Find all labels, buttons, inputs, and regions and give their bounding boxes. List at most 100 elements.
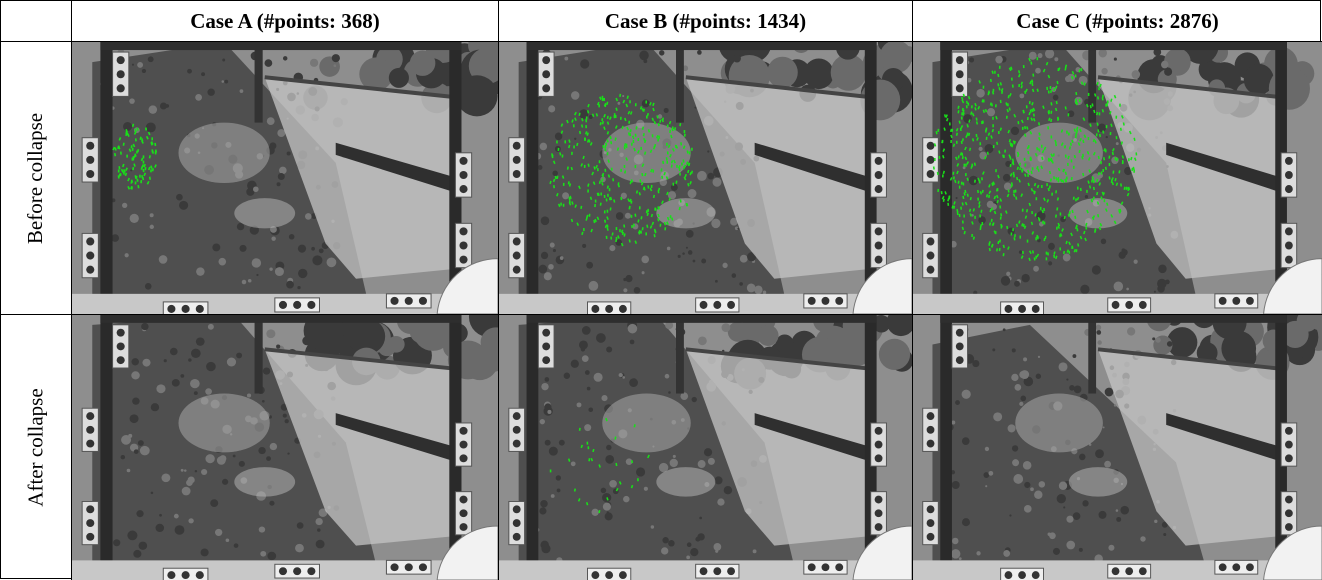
tracked-point: [1048, 188, 1049, 191]
tracked-point: [579, 498, 580, 501]
soil-texture: [1024, 482, 1030, 488]
tracked-point: [651, 150, 652, 153]
soil-texture: [580, 59, 589, 68]
tracked-point: [989, 195, 990, 198]
soil-texture: [1022, 274, 1030, 283]
soil-texture: [698, 460, 706, 468]
soil-texture: [562, 192, 569, 199]
soil-texture: [237, 223, 244, 230]
tracked-point: [1071, 143, 1072, 146]
tracked-point: [990, 222, 991, 225]
tracked-point: [1029, 112, 1030, 115]
tracked-point: [559, 204, 560, 207]
tracked-point: [570, 196, 571, 199]
tracked-point: [658, 218, 659, 221]
tracked-point: [587, 215, 588, 218]
tracked-point: [607, 102, 608, 105]
soil-texture: [172, 379, 180, 387]
soil-texture: [618, 102, 621, 105]
tracked-point: [999, 87, 1000, 90]
bolt: [875, 227, 883, 235]
tracked-point: [561, 131, 562, 134]
tracked-point: [1086, 223, 1087, 226]
tracked-point: [945, 114, 946, 117]
soil-texture: [643, 59, 647, 63]
tracked-point: [140, 137, 141, 140]
tracked-point: [687, 150, 688, 153]
tracked-point: [642, 227, 643, 230]
bolt: [459, 496, 467, 504]
tracked-point: [962, 227, 963, 230]
light-patch: [234, 467, 295, 496]
bolt: [1139, 301, 1147, 309]
bolt: [542, 342, 550, 350]
tracked-point: [957, 133, 958, 136]
tracked-point: [668, 217, 669, 220]
tracked-point: [1001, 225, 1002, 228]
soil-texture: [285, 419, 289, 423]
bolt: [727, 567, 735, 575]
soil-texture: [215, 529, 222, 536]
soil-texture: [548, 264, 554, 270]
tracked-point: [134, 164, 135, 167]
soil-texture: [1120, 506, 1129, 515]
tracked-point: [1009, 139, 1010, 142]
soil-texture: [142, 69, 146, 73]
bolt: [513, 170, 521, 178]
tracked-point: [969, 133, 970, 136]
tracked-point: [1098, 96, 1099, 99]
tracked-point: [634, 424, 635, 427]
tracked-point: [1050, 158, 1051, 161]
tracked-point: [973, 237, 974, 240]
soil-texture: [559, 440, 565, 446]
tracked-point: [1074, 155, 1075, 158]
tracked-point: [554, 185, 555, 188]
tracked-point: [957, 171, 958, 174]
tracked-point: [973, 208, 974, 211]
soil-texture: [1012, 459, 1019, 466]
tracked-point: [1006, 102, 1007, 105]
foliage: [389, 68, 409, 88]
soil-texture: [715, 280, 718, 283]
tracked-point: [1103, 131, 1104, 134]
tracked-point: [970, 213, 971, 216]
tracked-point: [1003, 245, 1004, 248]
tracked-point: [1065, 145, 1066, 148]
tracked-point: [649, 129, 650, 132]
soil-texture: [694, 107, 696, 109]
tracked-point: [1094, 187, 1095, 190]
tracked-point: [1089, 157, 1090, 160]
soil-texture: [545, 377, 550, 382]
tracked-point: [643, 133, 644, 136]
bolt: [117, 56, 125, 64]
tracked-point: [958, 110, 959, 113]
row-header: After collapse: [1, 315, 72, 580]
soil-texture: [262, 400, 265, 403]
tracked-point: [143, 177, 144, 180]
tracked-point: [569, 197, 570, 200]
soil-texture: [188, 518, 193, 523]
bolt: [605, 571, 613, 579]
soil-texture: [132, 398, 139, 405]
tracked-point: [1050, 179, 1051, 182]
photo: [72, 42, 498, 314]
tracked-point: [1091, 199, 1092, 202]
soil-texture: [1096, 325, 1102, 331]
tracked-point: [681, 142, 682, 145]
soil-texture: [651, 525, 654, 528]
soil-texture: [1105, 388, 1114, 397]
bolt: [459, 509, 467, 517]
tracked-point: [631, 111, 632, 114]
tracked-point: [979, 205, 980, 208]
bolt: [542, 56, 550, 64]
soil-texture: [557, 489, 561, 493]
soil-texture: [1013, 474, 1023, 484]
tracked-point: [1072, 246, 1073, 249]
bolt: [875, 496, 883, 504]
tracked-point: [141, 167, 142, 170]
tracked-point: [629, 239, 630, 242]
tracked-point: [138, 149, 139, 152]
soil-texture: [668, 540, 675, 547]
bolt: [927, 237, 935, 245]
tracked-point: [588, 184, 589, 187]
